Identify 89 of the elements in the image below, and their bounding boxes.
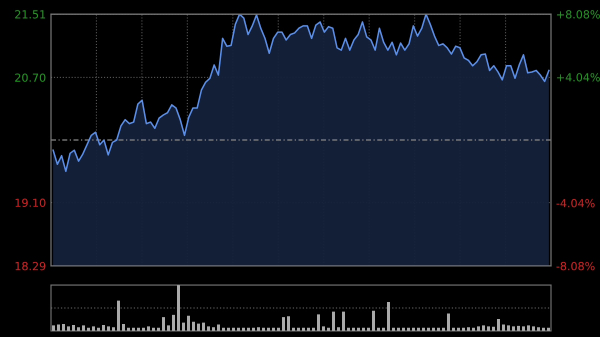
bar (52, 325, 55, 331)
bar (87, 328, 90, 331)
bar (97, 328, 100, 331)
bar (507, 325, 510, 331)
bar (182, 322, 185, 331)
bar (332, 312, 335, 331)
bar (142, 328, 145, 331)
bar (177, 285, 180, 331)
bar (307, 328, 310, 331)
bar (347, 328, 350, 331)
bar (187, 316, 190, 331)
bar (327, 328, 330, 331)
bar (342, 312, 345, 331)
y2-tick-label: +8.08% (557, 10, 600, 19)
bar (472, 328, 475, 331)
bar (192, 322, 195, 331)
bar (362, 328, 365, 331)
bar (297, 328, 300, 331)
bar (127, 328, 130, 331)
bar (437, 328, 440, 331)
y2-tick-label: +4.04% (557, 73, 600, 82)
bar (452, 328, 455, 331)
bar (517, 326, 520, 331)
bar (237, 328, 240, 331)
bar (137, 328, 140, 331)
bar (312, 328, 315, 331)
bar (412, 328, 415, 331)
y2-tick-label: -4.04% (556, 198, 595, 208)
bar (352, 328, 355, 331)
bar (117, 300, 120, 331)
bar (162, 317, 165, 331)
bar (287, 316, 290, 331)
bar (302, 328, 305, 331)
bar (247, 328, 250, 331)
bar (282, 317, 285, 331)
bar (527, 325, 530, 331)
bar (407, 328, 410, 331)
bar (267, 328, 270, 331)
bar (277, 328, 280, 331)
bar (317, 314, 320, 331)
bar (462, 328, 465, 331)
bar (172, 314, 175, 331)
bar (82, 325, 85, 331)
bar (547, 328, 550, 331)
bar (427, 328, 430, 331)
bar (197, 324, 200, 331)
y-tick-label: 18.29 (16, 262, 46, 270)
bar (167, 325, 170, 331)
bar (482, 325, 485, 331)
bar (432, 328, 435, 331)
y-tick-label: 20.70 (15, 73, 46, 82)
bar (122, 324, 125, 331)
bar (442, 328, 445, 331)
bar (502, 324, 505, 331)
y2-tick-label: -8.08% (556, 262, 595, 270)
bar (202, 322, 205, 331)
bar (217, 324, 220, 331)
y-tick-label: 21.51 (15, 10, 46, 19)
bar (542, 328, 545, 331)
bar (227, 328, 230, 331)
bar (387, 302, 390, 331)
bar (157, 328, 160, 331)
bar (417, 328, 420, 331)
bar (272, 328, 275, 331)
bar (497, 319, 500, 331)
bar (222, 328, 225, 331)
bar (132, 328, 135, 331)
bar (262, 328, 265, 331)
bar (72, 324, 75, 331)
bar (422, 328, 425, 331)
bar (457, 328, 460, 331)
bar (252, 328, 255, 331)
bar (292, 328, 295, 331)
y-tick-label: 19.10 (16, 198, 46, 207)
bar (152, 328, 155, 331)
bar (392, 328, 395, 331)
bar (57, 324, 60, 331)
bar (372, 310, 375, 331)
bar (242, 328, 245, 331)
bar (397, 328, 400, 331)
bar (102, 324, 105, 331)
bar (367, 328, 370, 331)
bar (447, 314, 450, 331)
bar (232, 328, 235, 331)
bar (357, 328, 360, 331)
bar (382, 328, 385, 331)
bar (62, 324, 65, 331)
bar (402, 328, 405, 331)
bar (377, 328, 380, 331)
